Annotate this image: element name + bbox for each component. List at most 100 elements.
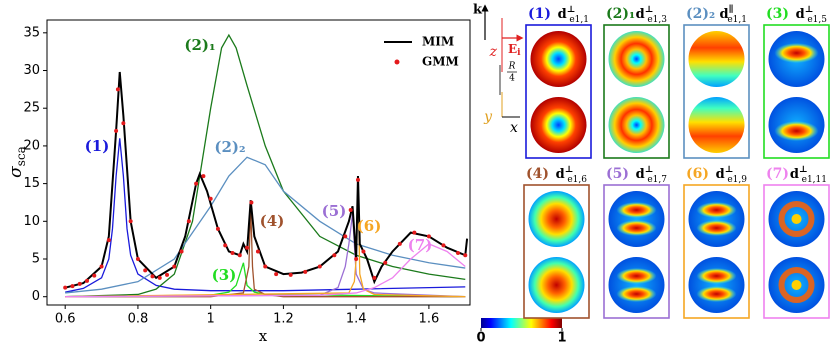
data-point [354, 257, 359, 262]
panel-field: d⊥ e1,5 [796, 5, 828, 25]
mode-label: (5) [322, 202, 347, 220]
data-point [99, 264, 104, 269]
mode-label: (3) [212, 266, 237, 284]
field-sub: e1,6 [567, 175, 587, 185]
mode-image [608, 31, 665, 87]
k-label: k [473, 3, 483, 18]
mode-lobe [696, 220, 737, 236]
data-point [165, 272, 170, 277]
data-point [230, 250, 235, 255]
data-point [249, 200, 254, 205]
field-sup: ⊥ [805, 5, 814, 15]
r-den: 4 [509, 74, 515, 84]
mode-label: (1) [85, 137, 110, 155]
data-point [245, 245, 250, 250]
legend-label: MIM [422, 35, 454, 49]
data-point [85, 278, 90, 283]
data-point [348, 208, 353, 212]
mode-image [530, 31, 587, 87]
data-point [157, 275, 162, 280]
mode-image [688, 31, 745, 87]
e-label: Ei [508, 42, 521, 58]
panel-header: (6) [686, 166, 709, 182]
mode-lobe [696, 268, 737, 284]
mode-panel: (5) d⊥ e1,7 [603, 165, 670, 319]
data-point [194, 181, 199, 186]
data-point [186, 219, 191, 224]
y-label-symbol: σ [6, 166, 26, 178]
data-point [115, 87, 120, 92]
data-point [455, 250, 460, 255]
y-tick-label: 15 [23, 176, 40, 191]
field-sub: e1,1 [727, 15, 747, 25]
colorbar [481, 318, 562, 328]
data-point [426, 234, 431, 239]
panel-label: (5) [606, 166, 629, 182]
field-symbol: d [636, 167, 645, 182]
y-axis-label: σsca [6, 146, 28, 178]
field-sup: ⊥ [565, 165, 574, 175]
data-point [128, 219, 133, 224]
mode-panel: (2)₂ d∥ e1,1 [683, 4, 750, 159]
data-point [288, 272, 293, 277]
data-point [179, 249, 184, 254]
data-point [150, 274, 155, 279]
field-sup: ⊥ [645, 5, 654, 15]
panel-field: d⊥ e1,6 [556, 165, 588, 185]
panel-frame [683, 184, 750, 319]
mode-line [65, 243, 466, 298]
data-point [463, 253, 468, 258]
data-point [361, 249, 366, 254]
data-point [223, 243, 228, 248]
mode-image [528, 191, 585, 247]
mode-ring [778, 267, 815, 303]
field-sup: ∥ [729, 4, 734, 15]
panel-frame [603, 24, 670, 159]
field-symbol: d [716, 167, 725, 182]
data-point [143, 268, 148, 273]
data-point [121, 121, 126, 126]
data-point [237, 253, 242, 258]
field-symbol: d [558, 7, 567, 22]
panel-field: d⊥ e1,11 [790, 165, 827, 185]
panel-header: (1) [528, 6, 551, 22]
data-point [201, 174, 206, 179]
y-label-text: σsca [6, 146, 28, 178]
panel-header: (4) [526, 166, 549, 182]
mode-lobe [616, 202, 657, 218]
panel-field: d∥ e1,1 [720, 4, 748, 25]
mode-lobe [696, 202, 737, 218]
data-point [441, 243, 446, 248]
mode-lobe [616, 268, 657, 284]
legend-marker [394, 59, 400, 65]
mode-panel: (6) d⊥ e1,9 [683, 165, 750, 319]
data-point [355, 177, 360, 182]
z-label: z [489, 44, 498, 60]
y-tick-label: 0 [32, 289, 40, 304]
mode-lobe [696, 286, 737, 302]
data-point [263, 264, 268, 269]
panel-header: (3) [766, 6, 789, 22]
data-point [92, 273, 97, 278]
data-point [77, 281, 82, 286]
mode-label: (4) [260, 212, 285, 230]
field-symbol: d [556, 167, 565, 182]
data-point [255, 249, 260, 254]
panel-header: (7) [766, 166, 789, 182]
mode-image [688, 97, 745, 153]
mode-lobe [616, 220, 657, 236]
y-label-sub: sca [14, 146, 28, 166]
data-point [383, 260, 388, 265]
data-point [63, 285, 68, 290]
x-axis-label: x [259, 327, 268, 345]
mode-panel: (4) d⊥ e1,6 [523, 165, 590, 319]
data-point [215, 226, 220, 231]
x-tick-label: 0.8 [128, 312, 149, 327]
mode-lobe [774, 121, 819, 141]
mode-line [65, 213, 466, 298]
panel-field: d⊥ e1,3 [636, 5, 668, 25]
mode-ring [778, 201, 815, 237]
data-point [135, 257, 140, 262]
data-point [397, 241, 402, 246]
